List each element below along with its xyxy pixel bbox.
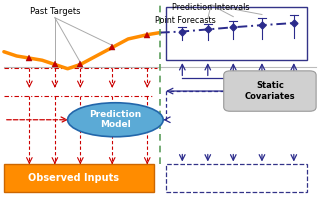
Bar: [166, 164, 307, 192]
Text: Point Forecasts: Point Forecasts: [155, 16, 216, 25]
Text: Past Targets: Past Targets: [30, 7, 80, 16]
Bar: [166, 7, 307, 60]
FancyBboxPatch shape: [224, 71, 316, 111]
Text: Observed Inputs: Observed Inputs: [28, 173, 119, 183]
Text: Prediction
Model: Prediction Model: [89, 110, 141, 129]
Bar: [4, 164, 154, 192]
Text: Static
Covariates: Static Covariates: [244, 81, 295, 101]
Text: Prediction Intervals: Prediction Intervals: [172, 3, 250, 12]
Ellipse shape: [68, 103, 163, 137]
